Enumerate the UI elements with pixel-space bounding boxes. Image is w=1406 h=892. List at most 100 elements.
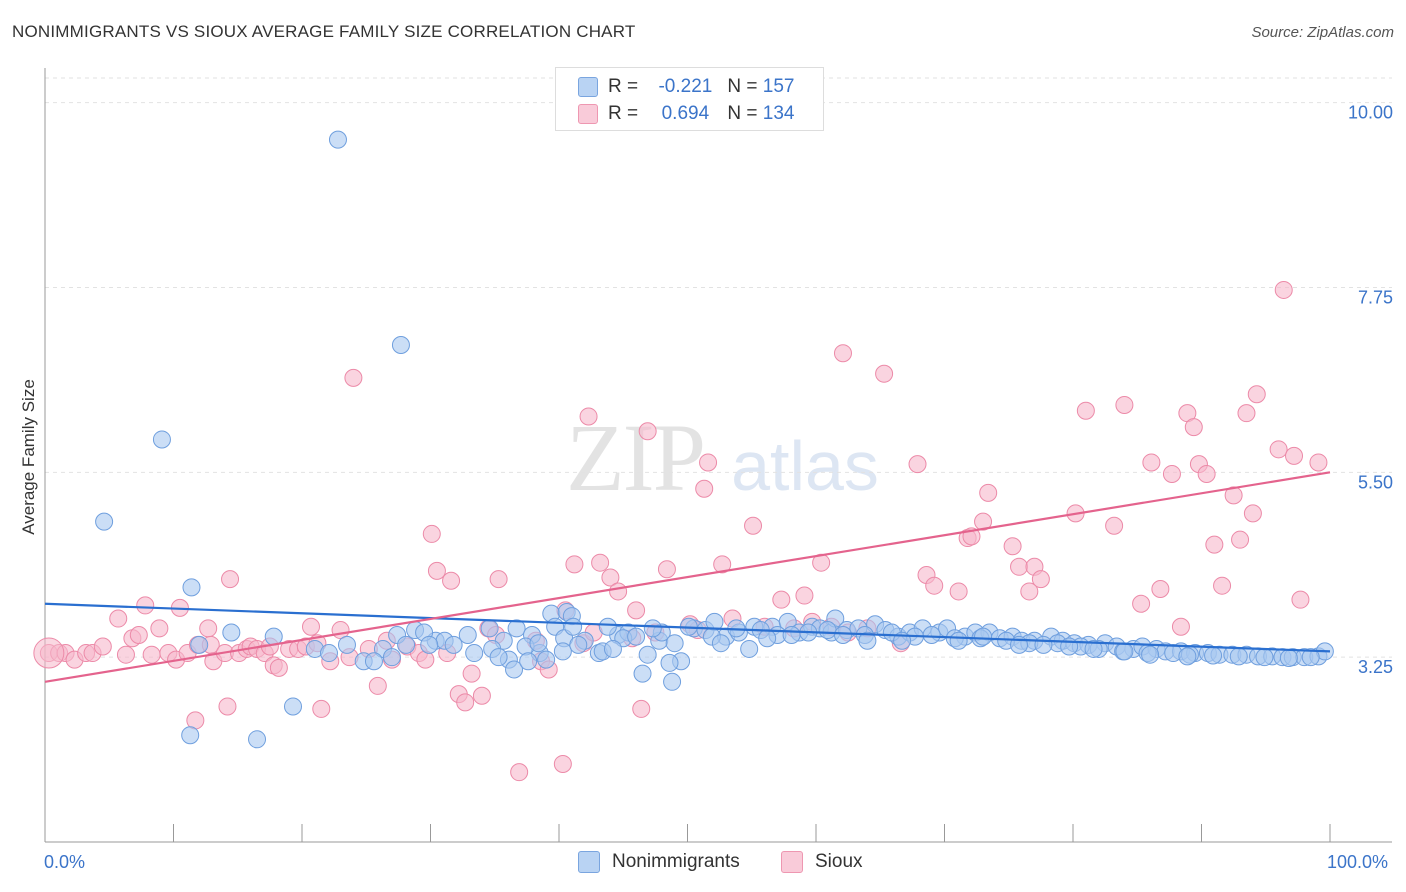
swatch-sioux	[781, 851, 803, 873]
nonimmigrants-point	[1255, 648, 1274, 667]
sioux-point	[657, 560, 676, 579]
sioux-points	[33, 280, 1328, 782]
source-credit: Source: ZipAtlas.com	[1251, 24, 1394, 41]
sioux-point	[925, 576, 944, 595]
sioux-point	[312, 699, 331, 718]
sioux-point	[109, 609, 128, 628]
sioux-point	[422, 524, 441, 543]
nonimmigrants-point	[328, 130, 347, 149]
sioux-point	[713, 555, 732, 574]
sioux-point	[269, 658, 288, 677]
nonimmigrants-point	[1178, 647, 1197, 666]
legend-item-nonimmigrants: Nonimmigrants	[578, 851, 740, 873]
nonimmigrants-point	[222, 623, 241, 642]
sioux-point	[974, 512, 993, 531]
sioux-point	[553, 754, 572, 773]
nonimmigrants-point	[643, 619, 662, 638]
sioux-point	[1291, 590, 1310, 609]
nonimmigrants-point	[505, 660, 524, 679]
nonimmigrants-point	[152, 430, 171, 449]
sioux-point	[1285, 446, 1304, 465]
sioux-point	[1020, 582, 1039, 601]
sioux-point	[875, 364, 894, 383]
sioux-point	[601, 568, 620, 587]
nonimmigrants-point	[711, 634, 730, 653]
sioux-point	[1162, 464, 1181, 483]
sioux-point	[979, 483, 998, 502]
nonimmigrants-point	[1229, 647, 1248, 666]
sioux-point	[1243, 504, 1262, 523]
watermark: ZIP atlas	[566, 404, 879, 511]
sioux-point	[565, 555, 584, 574]
sioux-point	[416, 650, 435, 669]
nonimmigrants-point	[564, 617, 583, 636]
nonimmigrants-point	[782, 625, 801, 644]
nonimmigrants-point	[537, 650, 556, 669]
nonimmigrants-point	[660, 653, 679, 672]
sioux-point	[1224, 486, 1243, 505]
nonimmigrants-point	[1034, 635, 1053, 654]
sioux-point	[456, 693, 475, 712]
nonimmigrants-point	[1084, 639, 1103, 658]
nonimmigrants-point	[1204, 646, 1223, 665]
legend-n-value: 157	[762, 76, 795, 97]
nonimmigrants-point	[1141, 645, 1160, 664]
sioux-point	[1231, 530, 1250, 549]
sioux-point	[744, 516, 763, 535]
y-tick-labels: 3.25 5.50 7.75 10.00	[1348, 103, 1393, 678]
sioux-point	[772, 590, 791, 609]
nonimmigrants-point	[420, 635, 439, 654]
sioux-point	[1184, 418, 1203, 437]
legend-r-label: R =	[608, 103, 639, 124]
nonimmigrants-point	[391, 335, 410, 354]
sioux-point	[301, 617, 320, 636]
sioux-point	[116, 645, 135, 664]
sioux-point	[699, 453, 718, 472]
sioux-point	[1247, 385, 1266, 404]
sioux-point	[218, 697, 237, 716]
sioux-point	[1237, 404, 1256, 423]
nonimmigrants-point	[284, 697, 303, 716]
legend-label-nonimmigrants: Nonimmigrants	[612, 851, 740, 872]
nonimmigrants-point	[529, 634, 548, 653]
nonimmigrants-point	[1301, 648, 1320, 667]
sioux-point	[1309, 453, 1328, 472]
nonimmigrants-point	[337, 635, 356, 654]
nonimmigrants-point	[758, 629, 777, 648]
sioux-point	[142, 645, 161, 664]
sioux-point	[368, 676, 387, 695]
nonimmigrants-point	[519, 652, 538, 671]
nonimmigrants-point	[598, 617, 617, 636]
y-tick-label: 7.75	[1358, 287, 1393, 307]
nonimmigrants-point	[364, 652, 383, 671]
sioux-point	[199, 619, 218, 638]
sioux-point	[1105, 516, 1124, 535]
sioux-point	[795, 586, 814, 605]
nonimmigrants-point	[665, 634, 684, 653]
sioux-point	[129, 625, 148, 644]
sioux-point	[1274, 280, 1293, 299]
svg-text:atlas: atlas	[731, 427, 879, 505]
legend-label-sioux: Sioux	[815, 851, 863, 872]
sioux-point	[908, 455, 927, 474]
nonimmigrants-trend-line	[44, 602, 1331, 653]
swatch-nonimmigrants	[578, 851, 600, 873]
sioux-point	[609, 582, 628, 601]
x-max-label: 100.0%	[1327, 852, 1389, 872]
nonimmigrants-point	[1279, 648, 1298, 667]
nonimmigrants-point	[458, 625, 477, 644]
nonimmigrants-point	[949, 631, 968, 650]
nonimmigrants-point	[190, 635, 209, 654]
sioux-point	[1205, 535, 1224, 554]
nonimmigrants-point	[382, 648, 401, 667]
nonimmigrants-point	[319, 644, 338, 663]
x-min-label: 0.0%	[44, 852, 86, 872]
sioux-point	[632, 699, 651, 718]
sioux-point	[33, 637, 65, 669]
nonimmigrants-point	[858, 631, 877, 650]
legend-swatch-blue	[578, 77, 598, 97]
sioux-point	[462, 664, 481, 683]
legend-item-sioux: Sioux	[781, 851, 863, 873]
nonimmigrants-point	[95, 512, 114, 531]
sioux-point	[150, 619, 169, 638]
